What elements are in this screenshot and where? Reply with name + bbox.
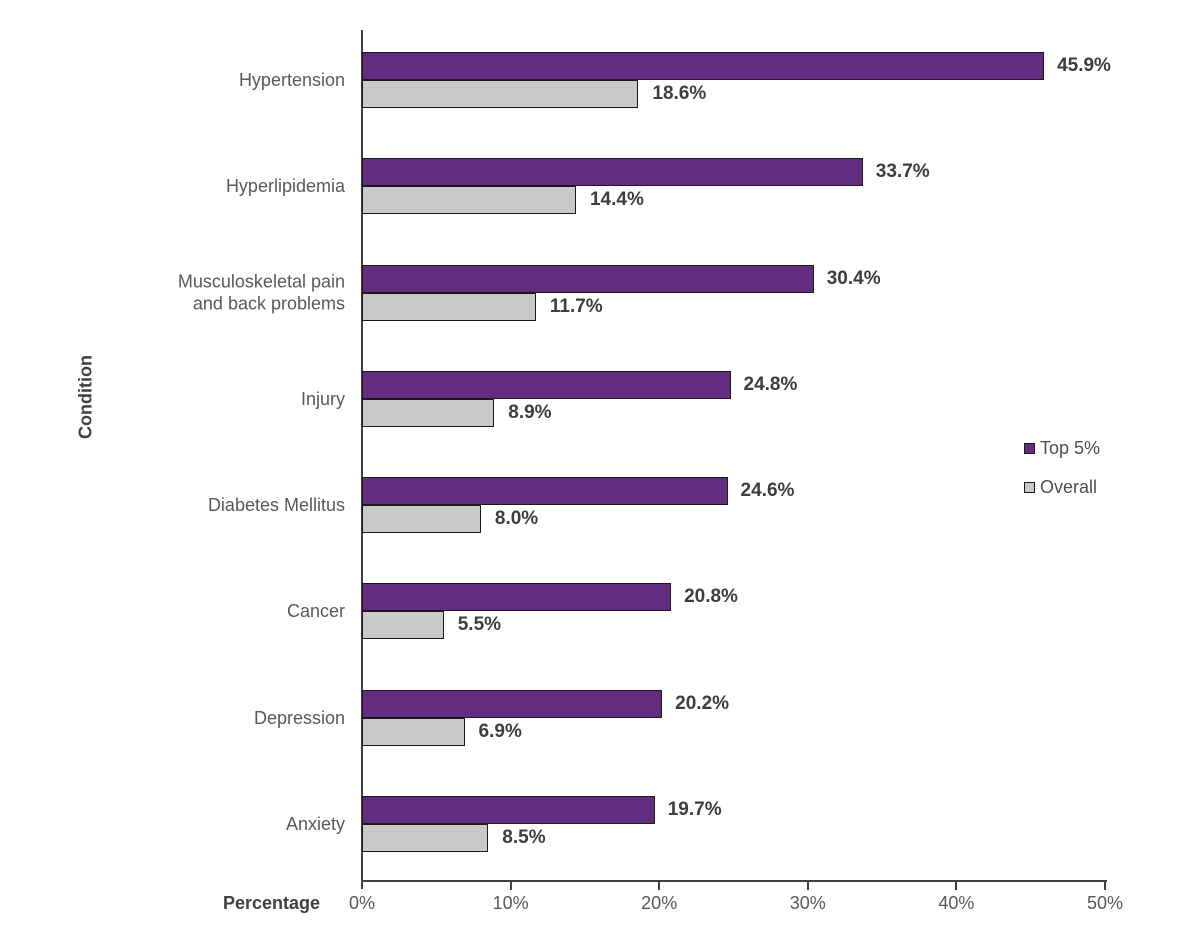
bar-row: 18.6% [362, 80, 1105, 108]
category-label: Depression [253, 707, 345, 728]
x-axis-tick [806, 881, 809, 890]
x-axis-tick [658, 881, 661, 890]
bar-top5 [362, 158, 863, 187]
legend-item: Overall [1024, 476, 1100, 498]
bar-row: 8.0% [362, 505, 1105, 533]
bar-overall [362, 505, 481, 533]
bar-top5 [362, 689, 663, 718]
legend-label: Overall [1040, 476, 1098, 497]
bar-value-label: 6.9% [478, 720, 522, 742]
bar-row: 8.9% [362, 398, 1105, 427]
bar-row: 45.9% [362, 52, 1111, 80]
bar-overall [362, 611, 444, 640]
bar-top5 [362, 370, 731, 399]
bar-row: 20.8% [362, 583, 1105, 612]
bar-value-label: 19.7% [667, 798, 722, 820]
bar-value-label: 8.5% [502, 826, 546, 848]
bar-value-label: 11.7% [549, 295, 603, 317]
category-label: Hypertension [238, 69, 345, 90]
x-axis-tick [955, 881, 958, 890]
x-tick-label: 0% [348, 893, 376, 913]
category-label: Hyperlipidemia [225, 176, 345, 196]
x-axis-tick [509, 881, 512, 890]
bar-row: 24.8% [362, 370, 1105, 399]
bar-overall [362, 80, 639, 108]
category-label: Cancer [286, 601, 345, 621]
legend-swatch-icon [1024, 481, 1035, 493]
category-label: Anxiety [285, 813, 345, 834]
x-tick-label: 30% [789, 893, 826, 913]
x-tick-label: 40% [938, 893, 975, 913]
bar-row: 8.5% [362, 823, 1105, 852]
bar-row: 30.4% [362, 264, 1105, 293]
bar-row: 19.7% [362, 795, 1105, 824]
bar-value-label: 33.7% [875, 161, 930, 183]
bar-value-label: 20.8% [684, 586, 738, 608]
bar-row: 11.7% [362, 292, 1105, 321]
y-axis-line [361, 30, 363, 889]
legend-label: Top 5% [1040, 437, 1101, 458]
bar-row: 14.4% [362, 186, 1105, 215]
bar-top5 [362, 264, 814, 293]
bar-value-label: 18.6% [652, 83, 707, 104]
bar-value-label: 8.9% [508, 401, 552, 423]
bar-value-label: 8.0% [494, 508, 539, 529]
bar-value-label: 30.4% [826, 267, 881, 289]
plot-area: 45.9% 18.6% 33.7% 14.4% 30.4% 11.7% 24.8% 8.9% 2… [362, 30, 1111, 880]
bar-row: 24.6% [362, 477, 1105, 505]
bar-overall [362, 717, 465, 746]
category-label: Injury [300, 388, 345, 409]
x-tick-label: 20% [641, 893, 678, 913]
x-axis-title: Percentage [222, 893, 320, 913]
bar-value-label: 24.6% [740, 480, 795, 501]
bar-value-label: 14.4% [589, 189, 644, 211]
bar-top5 [362, 583, 672, 612]
legend-swatch-icon [1024, 442, 1035, 454]
bar-value-label: 24.8% [743, 373, 798, 395]
category-label: Musculoskeletal pain and back problems [177, 271, 345, 314]
x-tick-label: 10% [492, 893, 529, 913]
legend-item: Top 5% [1024, 437, 1100, 459]
bar-overall [362, 292, 536, 321]
bar-row: 20.2% [362, 689, 1105, 718]
bar-row: 33.7% [362, 158, 1105, 187]
bar-row: 6.9% [362, 717, 1105, 746]
bar-overall [362, 186, 576, 215]
category-label: Diabetes Mellitus [207, 494, 345, 515]
y-axis-title: Condition [75, 355, 96, 439]
x-axis-tick [1104, 881, 1106, 890]
bar-top5 [362, 477, 728, 505]
bar-top5 [362, 52, 1045, 80]
legend: Top 5% Overall [1024, 437, 1100, 498]
bar-overall [362, 823, 489, 852]
bar-value-label: 5.5% [457, 614, 502, 636]
bar-row: 5.5% [362, 611, 1105, 640]
x-axis-line [361, 880, 1107, 882]
bar-top5 [362, 795, 655, 824]
bar-value-label: 45.9% [1057, 55, 1111, 76]
x-tick-label: 50% [1086, 893, 1124, 913]
bar-overall [362, 398, 495, 427]
bar-value-label: 20.2% [675, 692, 730, 714]
